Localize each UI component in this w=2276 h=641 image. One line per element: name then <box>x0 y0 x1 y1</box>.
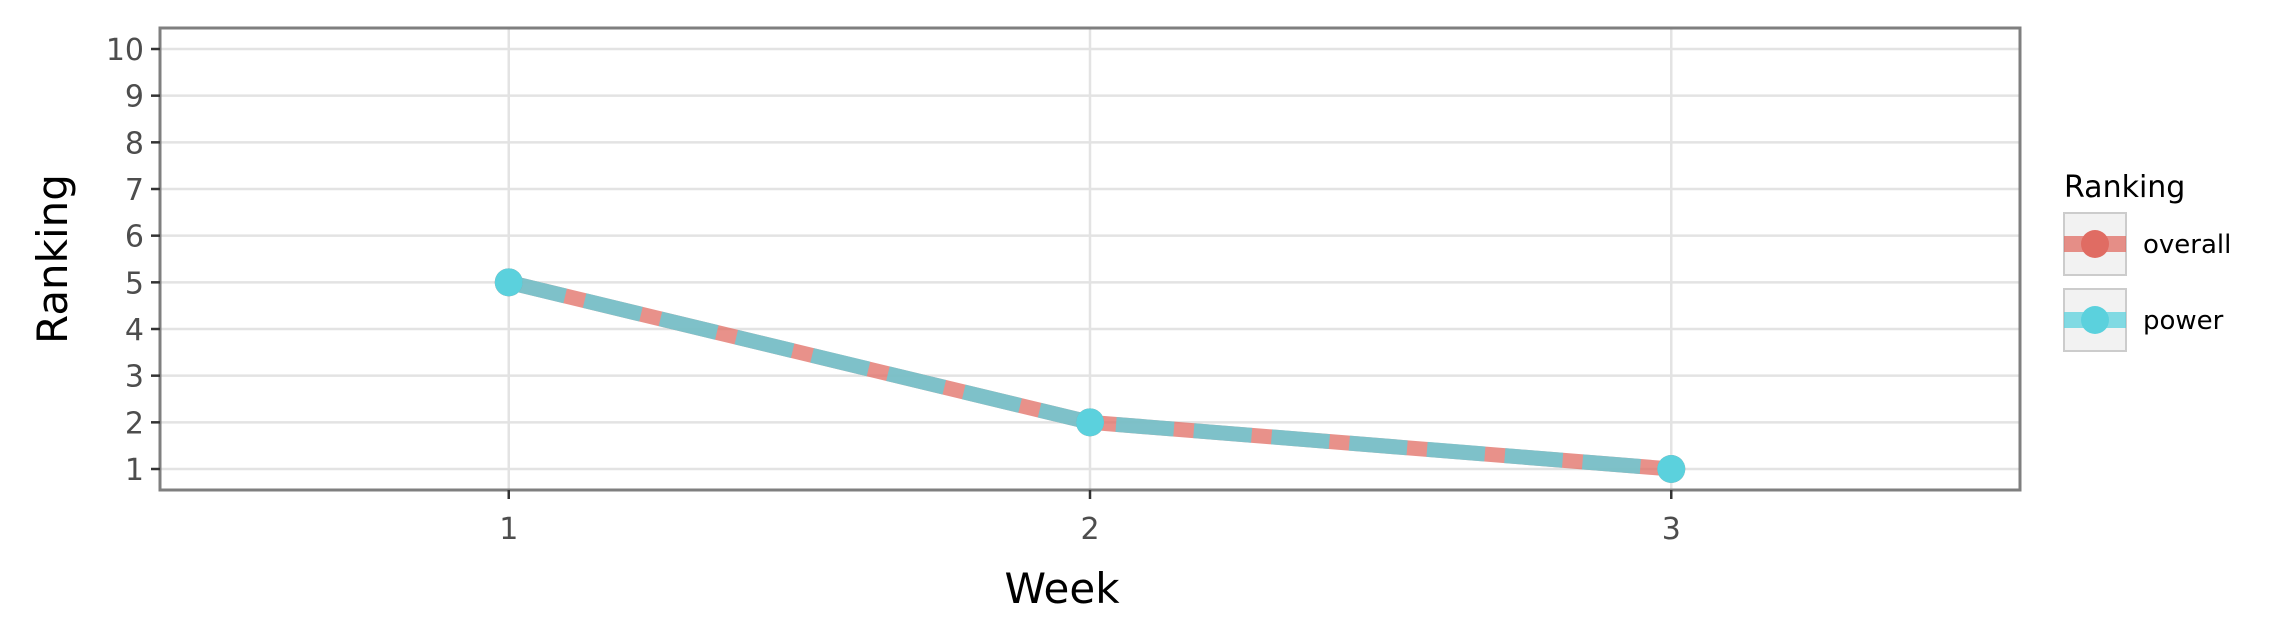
legend: Ranking overall power <box>2063 170 2231 352</box>
x-axis-title: Week <box>1004 564 1120 613</box>
legend-swatch-marker-power <box>2081 306 2109 334</box>
y-tick-label: 9 <box>125 80 144 115</box>
y-axis-ticks: 1 2 3 4 5 6 7 8 9 10 <box>106 33 160 488</box>
data-point-power <box>494 268 523 297</box>
x-tick-label: 1 <box>499 512 518 547</box>
legend-item-overall: overall <box>2063 212 2231 276</box>
legend-title: Ranking <box>2064 170 2185 205</box>
data-points <box>494 268 1686 483</box>
data-point-power <box>1076 408 1104 437</box>
y-tick-label: 4 <box>125 313 144 348</box>
legend-label-power: power <box>2143 306 2224 336</box>
data-point-power <box>1657 455 1686 483</box>
y-tick-label: 10 <box>106 33 144 68</box>
y-tick-label: 2 <box>125 406 144 441</box>
y-tick-label: 5 <box>125 266 144 301</box>
y-tick-label: 6 <box>125 220 144 255</box>
y-tick-label: 3 <box>125 360 144 395</box>
y-axis-title: Ranking <box>28 174 77 344</box>
legend-label-overall: overall <box>2143 230 2231 260</box>
y-tick-label: 1 <box>125 453 144 488</box>
x-tick-label: 2 <box>1080 512 1099 547</box>
x-axis-ticks: 1 2 3 <box>499 490 1681 547</box>
legend-swatch-marker-overall <box>2081 230 2109 258</box>
y-tick-label: 7 <box>125 173 144 208</box>
x-tick-label: 3 <box>1662 512 1681 547</box>
y-tick-label: 8 <box>125 126 144 161</box>
legend-item-power: power <box>2063 288 2224 352</box>
